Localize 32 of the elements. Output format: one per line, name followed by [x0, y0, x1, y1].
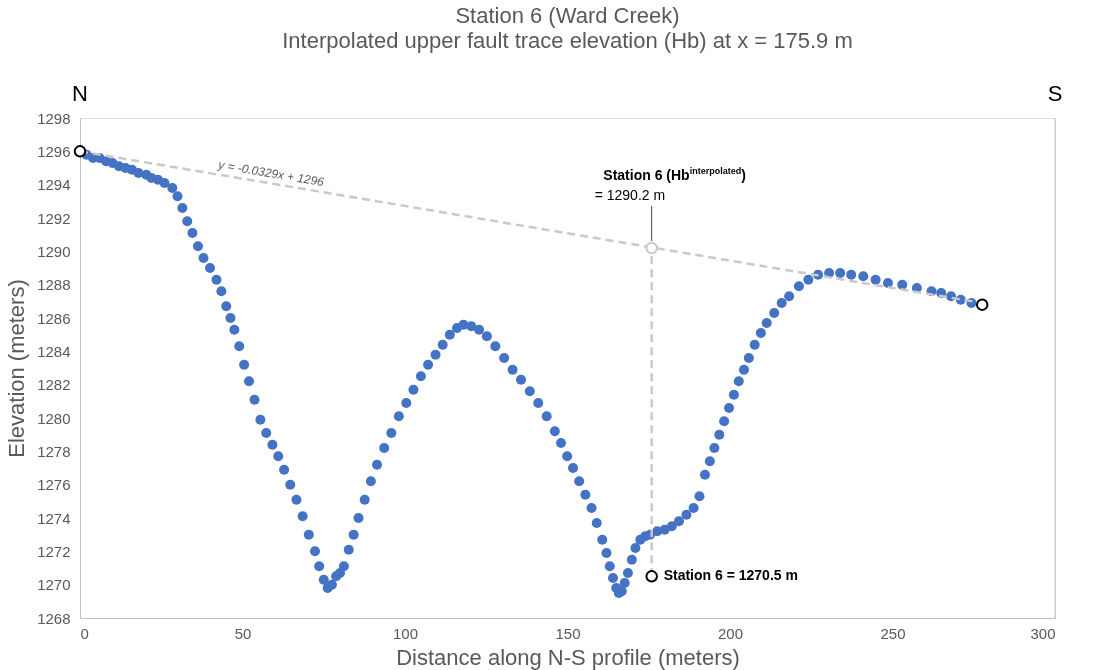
annotation: Station 6 = 1270.5 m [663, 567, 798, 584]
x-tick-label: 100 [392, 624, 419, 642]
x-tick-label: 0 [80, 624, 89, 642]
y-tick-label: 1282 [37, 376, 71, 394]
chart-title: Station 6 (Ward Creek) [455, 3, 680, 28]
annotation: y = -0.0329x + 1296 [216, 157, 326, 190]
annotation: = 1290.2 m [594, 187, 666, 203]
y-tick-label: 1292 [37, 209, 71, 227]
y-tick-label: 1288 [37, 276, 71, 294]
y-axis-title: Elevation (meters) [4, 279, 30, 458]
y-tick-label: 1270 [37, 576, 71, 594]
x-tick-label: 200 [717, 624, 744, 642]
y-tick-label: 1284 [37, 342, 71, 360]
x-axis-title: Distance along N-S profile (meters) [396, 644, 740, 670]
y-tick-label: 1286 [37, 309, 71, 327]
y-tick-label: 1272 [37, 542, 71, 560]
x-tick-label: 300 [1030, 624, 1056, 642]
y-tick-label: 1280 [37, 409, 71, 427]
text: N [72, 81, 88, 106]
y-tick-label: 1296 [37, 142, 71, 160]
x-tick-label: 250 [880, 624, 906, 642]
y-tick-label: 1268 [37, 609, 71, 627]
chart-subtitle: Interpolated upper fault trace elevation (Hb) at x = 175.9 m [282, 28, 853, 53]
y-tick-label: 1276 [37, 476, 71, 494]
x-tick-label: 50 [234, 624, 252, 642]
y-tick-label: 1294 [37, 176, 71, 194]
y-tick-label: 1278 [37, 442, 71, 460]
text: S [1047, 81, 1063, 106]
y-tick-label: 1274 [37, 509, 71, 527]
x-tick-label: 150 [555, 624, 581, 642]
y-tick-label: 1298 [37, 109, 71, 127]
y-tick-label: 1290 [37, 242, 71, 260]
